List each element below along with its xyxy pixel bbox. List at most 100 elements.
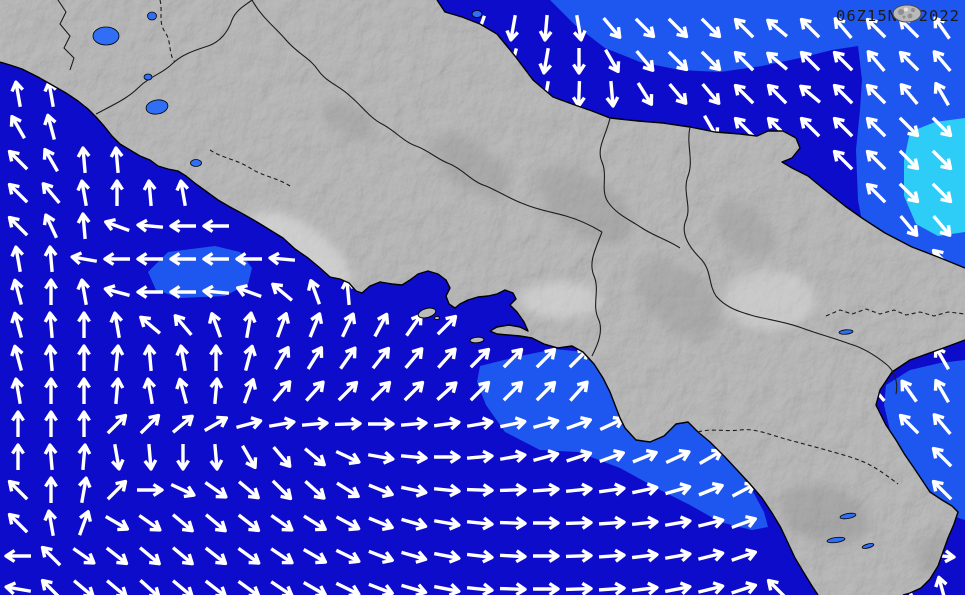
wind-arrow <box>700 17 722 39</box>
wind-arrow <box>335 449 361 466</box>
wind-arrow <box>931 182 953 204</box>
wind-arrow <box>11 443 25 470</box>
wind-arrow <box>43 443 58 471</box>
wind-arrow <box>10 278 24 305</box>
wind-arrow <box>76 278 91 306</box>
wind-arrow <box>437 347 457 369</box>
wind-arrow <box>697 548 725 562</box>
wind-arrow <box>243 344 257 371</box>
wind-arrow <box>434 450 461 464</box>
wind-arrow <box>898 182 920 204</box>
wind-arrow <box>466 582 494 595</box>
wind-arrow <box>42 213 59 239</box>
wind-arrow <box>466 516 494 531</box>
wind-arrow <box>466 416 494 431</box>
wind-arrow <box>103 252 130 266</box>
wind-arrow <box>667 17 689 39</box>
wind-arrow <box>665 448 691 465</box>
wind-arrow <box>368 483 394 499</box>
wind-arrow <box>865 149 887 171</box>
wind-arrow <box>866 50 886 73</box>
wind-arrow <box>433 483 461 498</box>
wind-arrow <box>635 49 655 72</box>
wind-arrow <box>499 582 527 595</box>
wind-arrow <box>242 311 257 339</box>
wind-arrow <box>237 480 260 500</box>
wind-arrow <box>7 149 29 171</box>
wind-arrow <box>237 546 261 565</box>
wind-arrow <box>404 347 424 370</box>
wind-arrow <box>270 547 294 565</box>
wind-arrow <box>933 81 950 107</box>
wind-arrow <box>175 179 190 207</box>
wind-arrow <box>7 182 29 204</box>
wind-arrow <box>70 251 98 266</box>
wind-arrow <box>236 283 262 299</box>
wind-arrow <box>142 179 157 207</box>
wind-arrow <box>832 50 854 72</box>
wind-arrow <box>533 416 560 430</box>
wind-arrow <box>335 581 361 595</box>
wind-arrow <box>636 82 654 106</box>
wind-arrow <box>433 516 461 531</box>
wind-arrow <box>865 83 887 105</box>
wind-arrow <box>401 517 428 531</box>
wind-arrow <box>932 214 952 237</box>
wind-arrow <box>466 483 494 498</box>
wind-arrow <box>203 415 229 432</box>
wind-arrow <box>898 149 920 171</box>
wind-arrow <box>103 284 130 298</box>
wind-arrow <box>499 449 527 464</box>
wind-arrow <box>76 146 91 174</box>
wind-arrow <box>698 481 724 497</box>
wind-arrow <box>934 575 948 595</box>
wind-arrow <box>136 285 163 299</box>
wind-arrow <box>664 581 692 595</box>
wind-arrow <box>106 413 128 435</box>
wind-arrow <box>598 548 626 563</box>
wind-arrow <box>931 479 953 501</box>
wind-arrow <box>176 444 190 471</box>
wind-arrow <box>598 482 626 497</box>
wind-arrow <box>43 311 58 339</box>
wind-arrow <box>139 579 161 595</box>
wind-arrow <box>271 479 293 501</box>
wind-arrow <box>665 482 692 496</box>
wind-arrow <box>143 443 158 471</box>
wind-arrow <box>335 548 361 565</box>
sea-strong-region-cyan <box>904 118 965 236</box>
wind-arrow <box>169 285 196 299</box>
wind-arrow <box>44 410 58 437</box>
wind-arrow <box>535 347 557 369</box>
wind-arrow <box>40 578 62 595</box>
sea-moderate-region-taranto <box>884 360 965 520</box>
wind-arrow <box>533 449 560 463</box>
wind-arrow <box>236 416 263 430</box>
sea-moderate-region-salerno <box>477 349 768 530</box>
wind-arrow <box>865 116 887 138</box>
wind-arrow <box>274 345 291 371</box>
wind-arrow <box>799 50 821 72</box>
wind-arrow <box>604 48 621 74</box>
wind-arrow <box>833 17 853 40</box>
wind-arrow <box>572 48 586 75</box>
wind-arrow <box>766 83 788 105</box>
wind-arrow <box>599 448 625 464</box>
wind-arrow <box>865 17 887 39</box>
wind-arrow <box>171 546 194 566</box>
wind-arrow <box>136 218 164 233</box>
wind-arrow <box>433 583 461 595</box>
wind-arrow <box>602 16 622 39</box>
wind-arrow <box>171 513 194 533</box>
wind-arrow <box>632 448 658 464</box>
wind-arrow <box>139 413 161 435</box>
wind-arrow <box>10 377 25 405</box>
wind-arrow <box>110 179 124 206</box>
wind-arrow <box>466 449 494 464</box>
wind-arrow <box>275 312 291 338</box>
islands <box>417 307 485 344</box>
wind-arrow <box>899 83 919 106</box>
wind-arrow <box>106 479 128 501</box>
wind-arrow <box>436 314 458 336</box>
